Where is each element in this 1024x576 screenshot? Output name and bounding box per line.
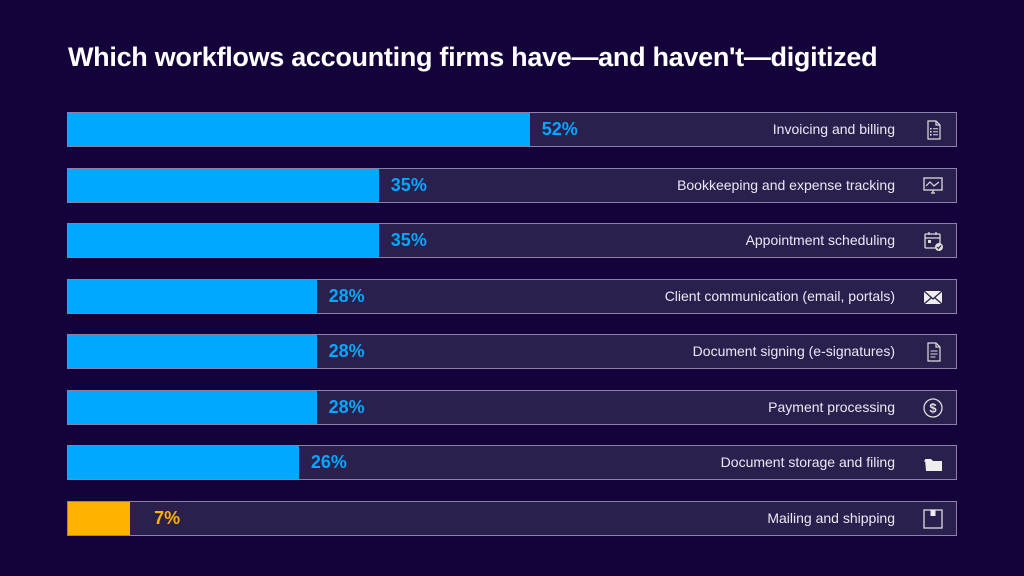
bar-value-label: 26% [310,452,347,472]
envelope-icon [922,286,944,308]
bar-value-label: 28% [328,341,365,361]
bar-value-label: 7% [154,507,181,528]
bar-fill [68,279,317,313]
bar-value-label: 28% [328,396,365,417]
bar-category-label: Appointment scheduling [745,232,895,248]
bar-category-label: Invoicing and billing [772,121,895,137]
calendar-check-icon [922,230,944,252]
bar-category-label: Bookkeeping and expense tracking [677,176,895,193]
dollar-circle-icon [922,397,944,419]
bar-fill [68,390,317,424]
bar-fill [68,335,317,368]
bar-row: 26% Document storage and filing [67,445,957,480]
bar-fill [68,224,379,257]
bar-value-label: 35% [390,174,427,195]
invoice-icon [922,119,944,141]
bar-fill [68,446,299,479]
bar-row: 28% Document signing (e-signatures) [67,334,957,369]
bar-row: 35% Appointment scheduling [67,223,957,258]
bar-category-label: Document storage and filing [720,454,895,470]
folder-icon [922,452,944,474]
bar-row: 35% Bookkeeping and expense tracking [67,167,957,203]
chart-title: Which workflows accounting firms have—an… [68,42,878,72]
bar-value-label: 52% [541,119,578,139]
bar-category-label: Client communication (email, portals) [664,287,895,304]
bar-category-label: Document signing (e-signatures) [692,343,895,359]
bar-row: 7% Mailing and shipping [67,500,957,536]
document-icon [922,341,944,363]
bar-value-label: 35% [390,230,427,250]
bar-row: 52% Invoicing and billing [67,112,957,147]
bar-fill [68,113,530,146]
bar-value-label: 28% [328,285,365,306]
box-icon [922,508,944,530]
monitor-chart-icon [922,175,944,197]
bar-category-label: Payment processing [768,398,895,415]
bar-category-label: Mailing and shipping [767,509,895,526]
bar-row: 28% Client communication (email, portals) [67,278,957,314]
bar-list: 52% Invoicing and billing 35% Bookkeeping a… [67,112,957,556]
bar-fill [68,501,131,535]
bar-row: 28% Payment processing [67,389,957,425]
bar-fill [68,168,379,202]
